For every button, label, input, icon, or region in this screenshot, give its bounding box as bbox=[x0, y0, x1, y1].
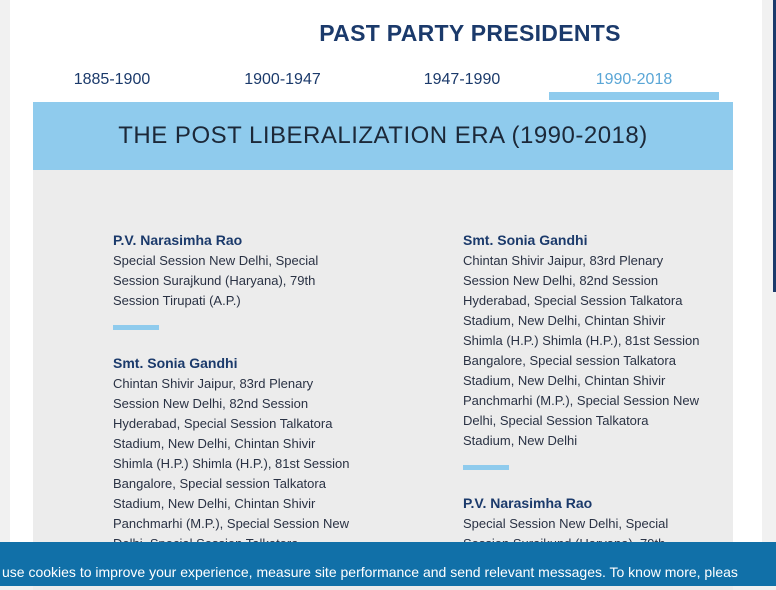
era-panel-body: P.V. Narasimha Rao Special Session New D… bbox=[33, 170, 733, 590]
session-line: Panchmarhi (M.P.), Special Session New bbox=[113, 516, 350, 531]
session-line: Delhi, Special Session Talkatora bbox=[463, 413, 649, 428]
session-line: Stadium, New Delhi, Chintan Shivir bbox=[463, 373, 666, 388]
era-tabs: 1885-1900 1900-1947 1947-1990 1990-2018 bbox=[22, 62, 722, 102]
president-sessions: Chintan Shivir Jaipur, 83rd Plenary Sess… bbox=[113, 374, 373, 554]
president-name: P.V. Narasimha Rao bbox=[463, 495, 593, 511]
session-line: Session Surajkund (Haryana), 79th bbox=[113, 273, 316, 288]
president-entry: Smt. Sonia Gandhi Chintan Shivir Jaipur,… bbox=[113, 355, 373, 554]
session-line: Stadium, New Delhi bbox=[463, 433, 578, 448]
tab-1990-2018[interactable]: 1990-2018 bbox=[549, 62, 719, 100]
session-line: Stadium, New Delhi, Chintan Shivir bbox=[463, 313, 666, 328]
left-column: P.V. Narasimha Rao Special Session New D… bbox=[113, 232, 373, 554]
right-column: Smt. Sonia Gandhi Chintan Shivir Jaipur,… bbox=[463, 232, 723, 554]
entry-divider bbox=[113, 325, 159, 330]
session-line: Hyderabad, Special Session Talkatora bbox=[463, 293, 683, 308]
session-line: Session Tirupati (A.P.) bbox=[113, 293, 241, 308]
session-line: Stadium, New Delhi, Chintan Shivir bbox=[113, 436, 316, 451]
right-edge-rule bbox=[773, 0, 776, 292]
president-sessions: Special Session New Delhi, Special Sessi… bbox=[113, 251, 373, 311]
era-panel-header: THE POST LIBERALIZATION ERA (1990-2018) bbox=[33, 102, 733, 170]
session-line: Bangalore, Special session Talkatora bbox=[113, 476, 326, 491]
session-line: Bangalore, Special session Talkatora bbox=[463, 353, 676, 368]
session-line: Hyderabad, Special Session Talkatora bbox=[113, 416, 333, 431]
session-line: Panchmarhi (M.P.), Special Session New bbox=[463, 393, 700, 408]
session-line: Special Session New Delhi, Special bbox=[113, 253, 319, 268]
president-name: Smt. Sonia Gandhi bbox=[463, 232, 588, 248]
tab-1947-1990[interactable]: 1947-1990 bbox=[423, 71, 501, 88]
cookie-consent-text: use cookies to improve your experience, … bbox=[2, 564, 738, 580]
session-line: Shimla (H.P.) Shimla (H.P.), 81st Sessio… bbox=[463, 333, 700, 348]
session-line: Session New Delhi, 82nd Session bbox=[463, 273, 659, 288]
tab-1900-1947[interactable]: 1900-1947 bbox=[244, 71, 321, 88]
session-line: Shimla (H.P.) Shimla (H.P.), 81st Sessio… bbox=[113, 456, 350, 471]
entry-divider bbox=[463, 465, 509, 470]
session-line: Chintan Shivir Jaipur, 83rd Plenary bbox=[463, 253, 664, 268]
president-sessions: Chintan Shivir Jaipur, 83rd Plenary Sess… bbox=[463, 251, 723, 451]
president-entry: Smt. Sonia Gandhi Chintan Shivir Jaipur,… bbox=[463, 232, 723, 470]
session-line: Chintan Shivir Jaipur, 83rd Plenary bbox=[113, 376, 314, 391]
tab-1885-1900[interactable]: 1885-1900 bbox=[73, 71, 151, 88]
session-line: Special Session New Delhi, Special bbox=[463, 516, 669, 531]
cookie-consent-bar[interactable]: use cookies to improve your experience, … bbox=[0, 542, 776, 586]
president-name: P.V. Narasimha Rao bbox=[113, 232, 243, 248]
page-title: PAST PARTY PRESIDENTS bbox=[319, 20, 621, 46]
president-entry: P.V. Narasimha Rao Special Session New D… bbox=[113, 232, 373, 330]
era-heading: THE POST LIBERALIZATION ERA (1990-2018) bbox=[118, 122, 648, 149]
session-line: Stadium, New Delhi, Chintan Shivir bbox=[113, 496, 316, 511]
session-line: Session New Delhi, 82nd Session bbox=[113, 396, 309, 411]
president-name: Smt. Sonia Gandhi bbox=[113, 355, 238, 371]
